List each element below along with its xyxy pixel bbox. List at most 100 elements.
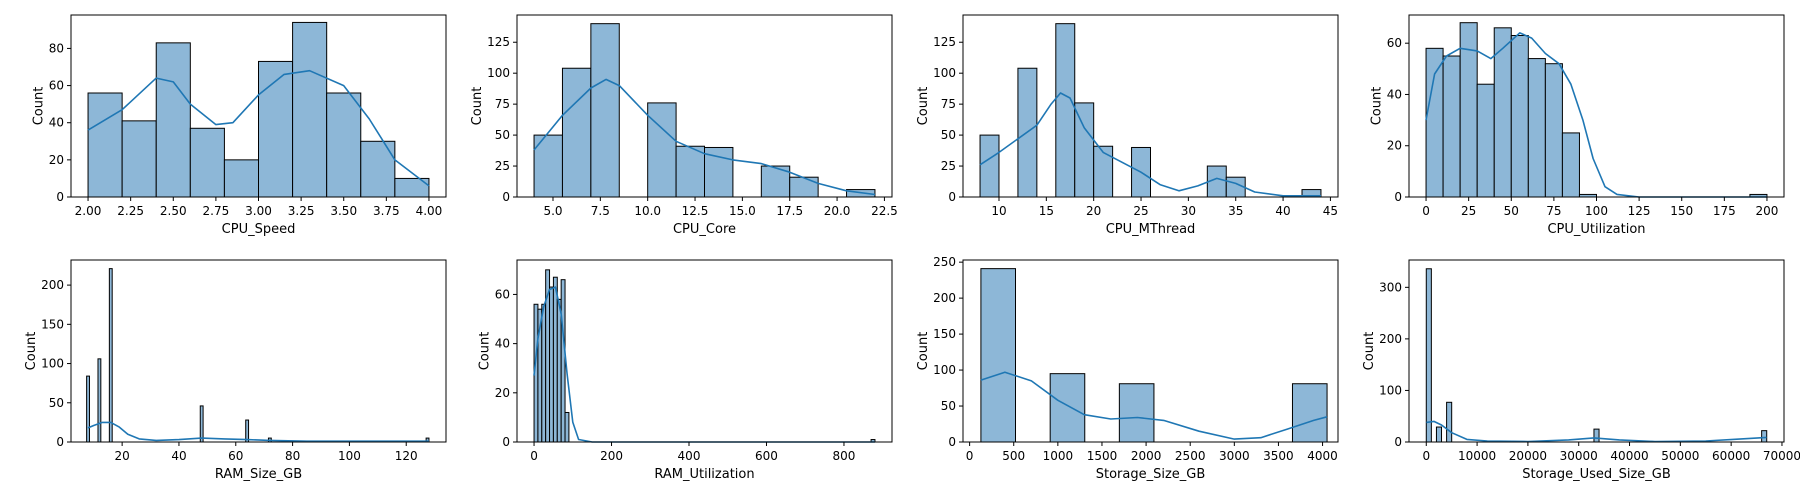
x-tick-label: 200: [1756, 204, 1779, 218]
y-tick-label: 80: [49, 41, 64, 55]
x-tick-label: 150: [1670, 204, 1693, 218]
histogram-bar: [590, 23, 620, 198]
histogram-bar: [155, 42, 191, 198]
y-tick-label: 100: [487, 66, 510, 80]
kde-line: [533, 78, 876, 196]
histogram-bar: [1425, 268, 1432, 443]
histogram-bar: [541, 303, 547, 443]
histogram-bar: [1074, 102, 1095, 198]
x-tick-label: 15: [1039, 204, 1054, 218]
y-tick-label: 50: [495, 128, 510, 142]
x-tick-label: 7.5: [591, 204, 610, 218]
y-tick-label: 200: [1379, 332, 1402, 346]
x-tick-label: 50000: [1661, 449, 1699, 463]
histogram-panel: 0 10000 20000 30000 40000 50000 60000 70000 0 100…: [1362, 259, 1800, 482]
histogram-bar: [1446, 401, 1453, 443]
histogram-bar: [245, 419, 250, 443]
x-tick-label: 22.5: [871, 204, 898, 218]
x-axis-label: RAM_Utilization: [654, 467, 754, 482]
axes-frame: [1408, 259, 1785, 443]
y-tick-label: 60: [495, 287, 510, 301]
x-tick-label: 100: [1585, 204, 1608, 218]
histogram-bar: [704, 146, 734, 198]
x-tick-label: 5.0: [543, 204, 562, 218]
x-axis-label: Storage_Used_Size_GB: [1522, 467, 1671, 482]
histogram-panel: 10 15 20 25 30 35 40 45 0 25 50 75 100 125 CPU_MThread…: [916, 14, 1339, 237]
histogram-panel: 0 500 1000 1500 2000 2500 3000 3500 4000 0 50 100 15…: [916, 255, 1339, 482]
x-tick-label: 3000: [1219, 449, 1250, 463]
x-tick-label: 4000: [1307, 449, 1338, 463]
x-tick-label: 25: [1461, 204, 1476, 218]
y-tick-label: 0: [948, 190, 956, 204]
y-axis-label: Count: [31, 87, 46, 126]
x-axis-label: Storage_Size_GB: [1096, 467, 1206, 482]
histogram-bar: [1510, 35, 1529, 198]
y-tick-label: 100: [1379, 383, 1402, 397]
x-tick-label: 40: [171, 449, 186, 463]
x-axis-label: CPU_MThread: [1106, 222, 1196, 237]
histogram-bar: [97, 358, 102, 443]
histogram-bar: [1561, 132, 1580, 198]
histogram-bar: [1544, 63, 1563, 198]
y-tick-label: 0: [1394, 435, 1402, 449]
x-tick-label: 17.5: [776, 204, 803, 218]
x-tick-label: 25: [1133, 204, 1148, 218]
x-tick-label: 2500: [1175, 449, 1206, 463]
y-tick-label: 20: [49, 153, 64, 167]
histogram-bar: [564, 411, 570, 443]
y-tick-label: 40: [1387, 87, 1402, 101]
histogram-bar: [223, 159, 259, 198]
kde-line: [1426, 420, 1767, 443]
x-tick-label: 2.50: [160, 204, 187, 218]
x-tick-label: 3.50: [330, 204, 357, 218]
x-tick-label: 60: [228, 449, 243, 463]
x-tick-label: 45: [1323, 204, 1338, 218]
y-tick-label: 200: [41, 278, 64, 292]
histogram-bar: [552, 276, 558, 443]
y-tick-label: 50: [49, 396, 64, 410]
y-tick-label: 50: [941, 399, 956, 413]
x-tick-label: 75: [1546, 204, 1561, 218]
histogram-bar: [199, 405, 204, 443]
histogram-bar: [979, 134, 1000, 198]
y-tick-label: 250: [933, 255, 956, 269]
histogram-bar: [326, 92, 362, 198]
histogram-bar: [980, 268, 1016, 443]
y-axis-label: Count: [1369, 87, 1384, 126]
x-tick-label: 1500: [1087, 449, 1118, 463]
histogram-bar: [675, 145, 705, 198]
x-tick-label: 10000: [1458, 449, 1496, 463]
histogram-bar: [1761, 430, 1768, 443]
y-tick-label: 40: [49, 116, 64, 130]
x-tick-label: 40: [1275, 204, 1290, 218]
y-tick-label: 200: [933, 291, 956, 305]
y-tick-label: 75: [495, 97, 510, 111]
histogram-bar: [1593, 428, 1600, 443]
histogram-bar: [1527, 58, 1546, 198]
y-tick-label: 100: [933, 66, 956, 80]
axes-frame: [516, 259, 893, 443]
x-axis-label: CPU_Utilization: [1547, 222, 1645, 237]
kde-line: [1425, 32, 1767, 198]
x-tick-label: 0: [530, 449, 538, 463]
y-tick-label: 60: [49, 79, 64, 93]
x-tick-label: 800: [833, 449, 856, 463]
x-tick-label: 125: [1628, 204, 1651, 218]
x-tick-label: 400: [678, 449, 701, 463]
y-axis-label: Count: [1362, 332, 1377, 371]
x-tick-label: 15.0: [729, 204, 756, 218]
histogram-bar: [258, 60, 294, 198]
histogram-bar: [1476, 83, 1495, 198]
x-tick-label: 2.75: [203, 204, 230, 218]
histogram-bar: [1093, 145, 1114, 198]
x-tick-label: 12.5: [682, 204, 709, 218]
x-axis-label: RAM_Size_GB: [215, 467, 302, 482]
x-tick-label: 600: [755, 449, 778, 463]
histogram-bar: [1049, 373, 1086, 443]
x-tick-label: 50: [1504, 204, 1519, 218]
histogram-bar: [292, 21, 328, 198]
histogram-bar: [556, 298, 562, 443]
histogram-panel: 5.0 7.5 10.0 12.5 15.0 17.5 20.0 22.5 0 25 50 75 100…: [470, 14, 898, 237]
histogram-bar: [561, 67, 592, 198]
